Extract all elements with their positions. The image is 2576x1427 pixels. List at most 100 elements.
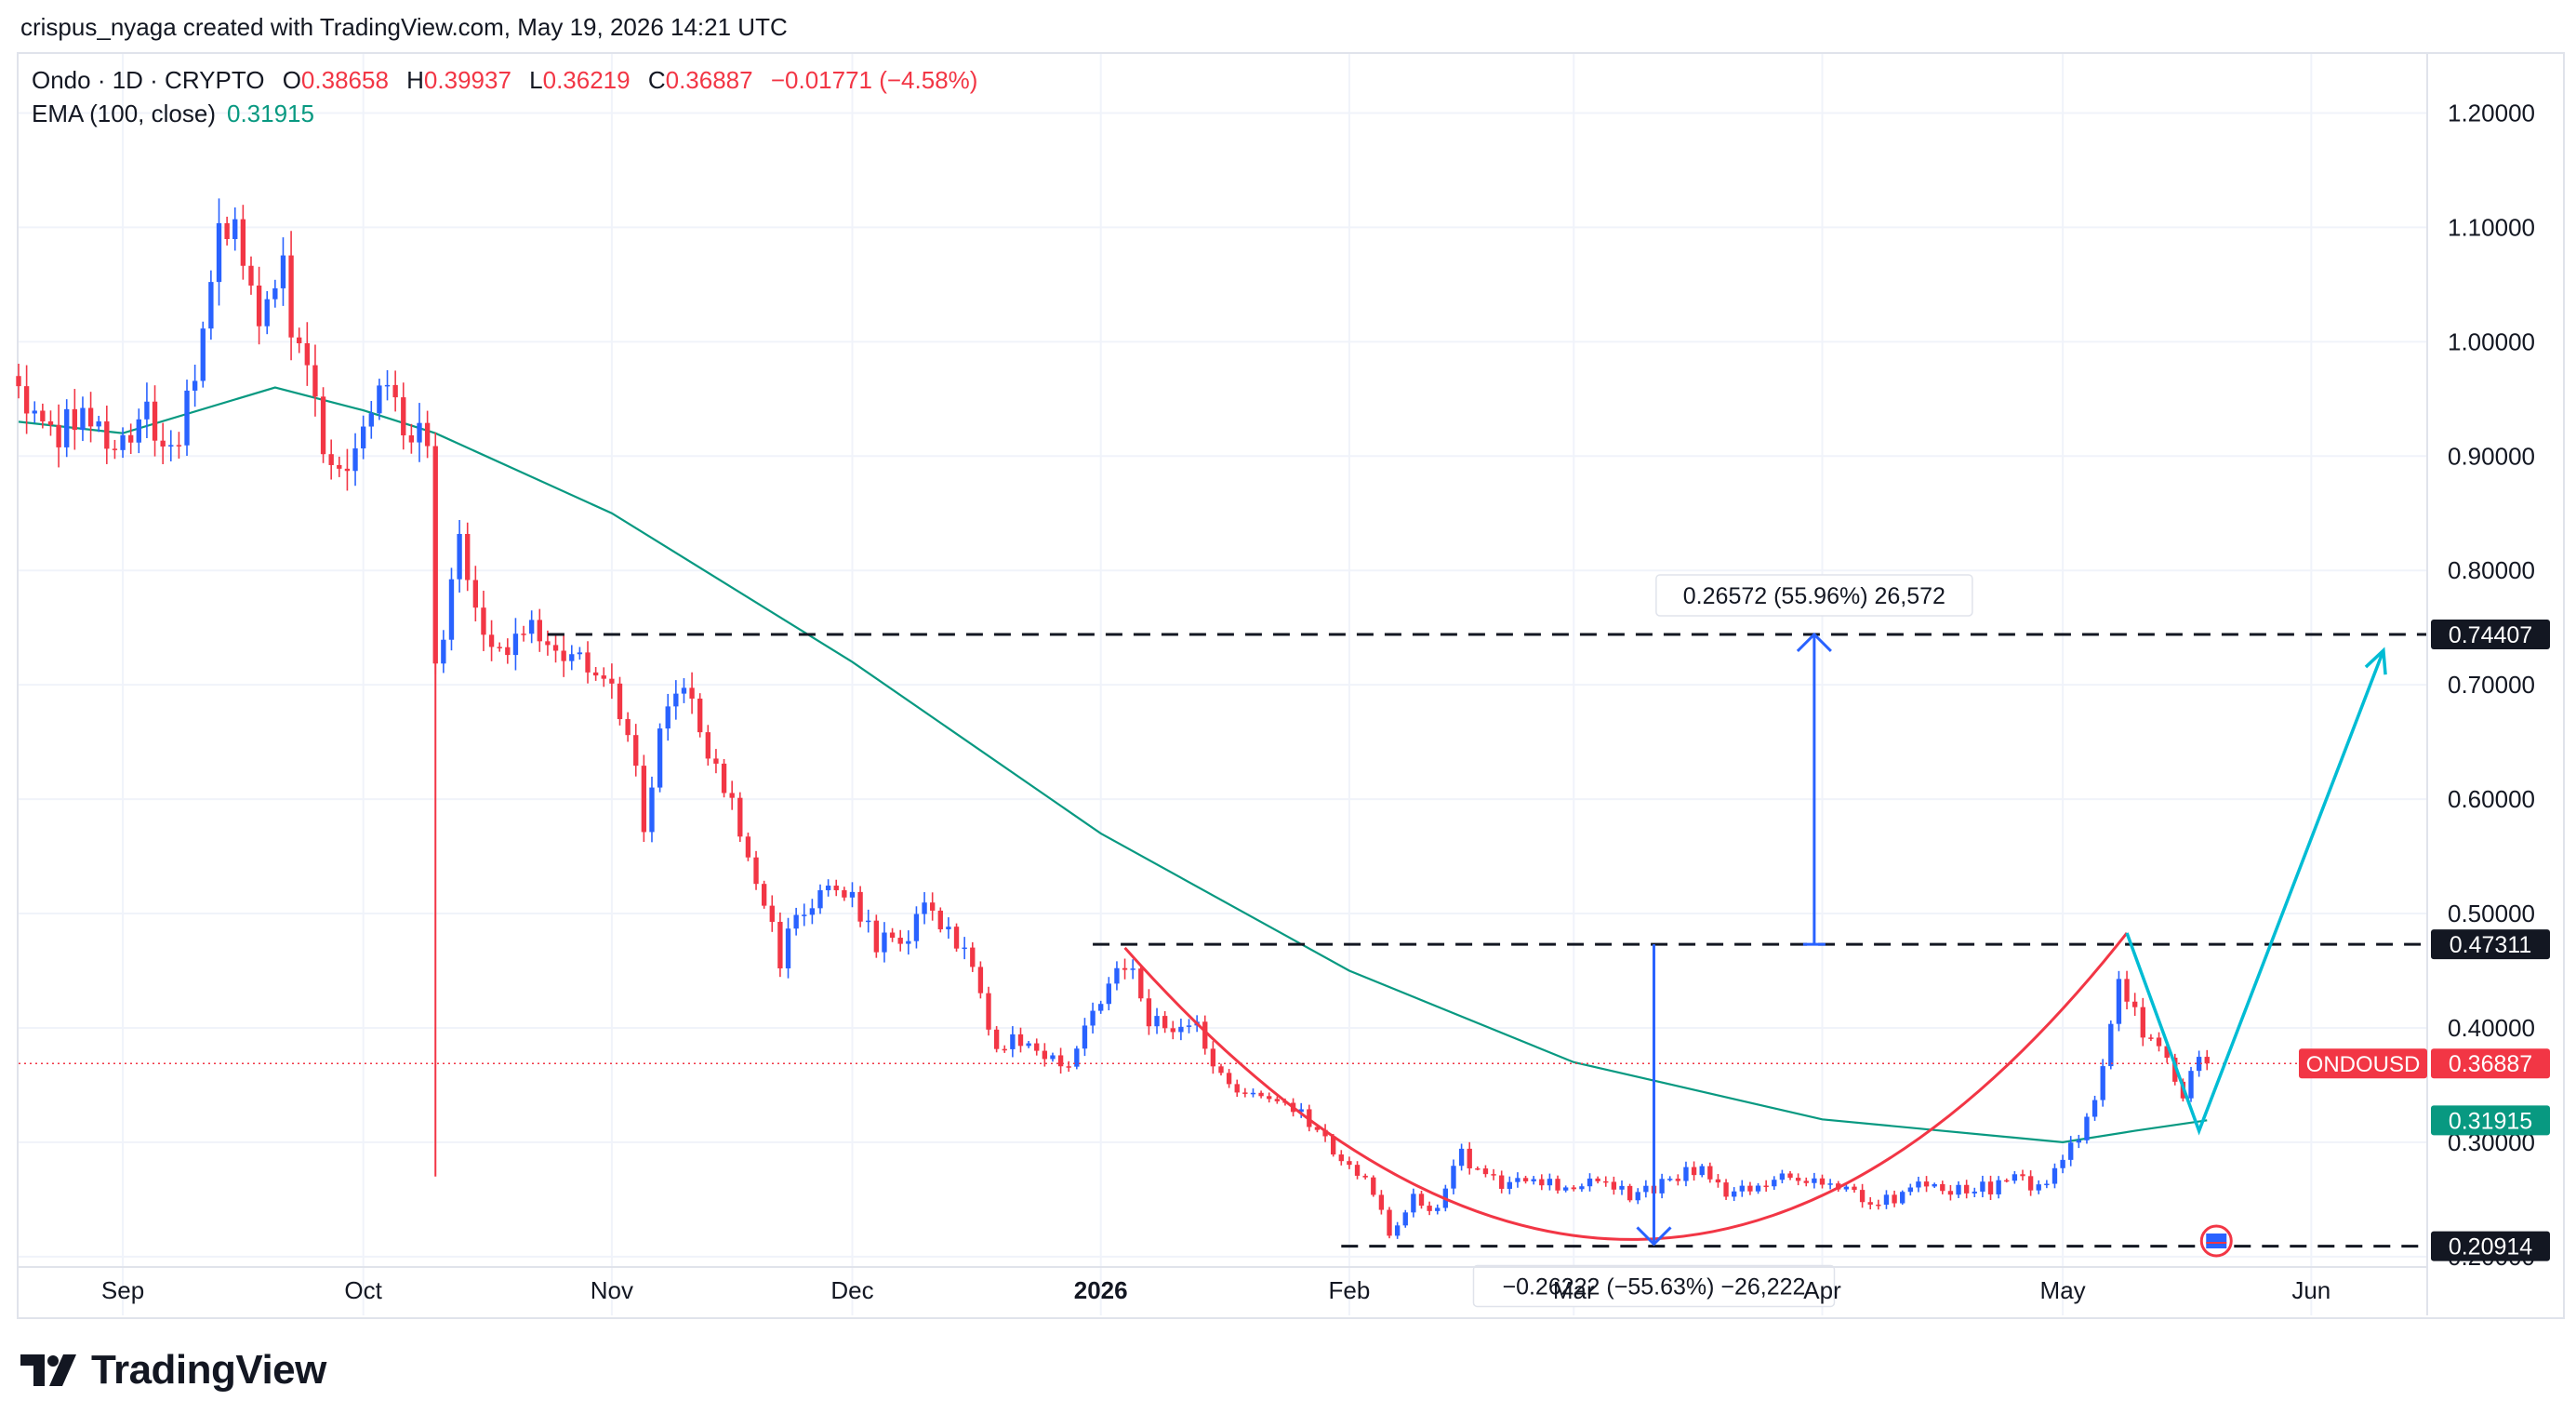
tradingview-logo-icon <box>20 1354 76 1386</box>
change-value: −0.01771 (−4.58%) <box>770 66 978 94</box>
candle-body <box>1250 1092 1256 1095</box>
cup-curve <box>1123 931 2129 1241</box>
candle-body <box>761 884 767 906</box>
candle-body <box>1947 1191 1954 1195</box>
price-label-text: 0.36887 <box>2449 1051 2532 1077</box>
candle-body <box>913 914 920 941</box>
ema-label: EMA (100, close) <box>32 100 216 127</box>
candle-body <box>1371 1177 1376 1195</box>
candle-body <box>1387 1209 1392 1236</box>
candle-body <box>160 440 166 447</box>
candle-body <box>1883 1194 1890 1206</box>
candle-body <box>1867 1202 1873 1205</box>
candle-body <box>2140 1007 2145 1038</box>
candle-body <box>1772 1180 1777 1187</box>
candle-body <box>472 580 479 608</box>
candle-body <box>96 421 101 427</box>
candle-body <box>849 891 856 898</box>
candle-body <box>1619 1185 1625 1190</box>
candle-body <box>2188 1071 2194 1099</box>
level-price-box <box>2431 619 2550 649</box>
candle-body <box>1186 1025 1192 1027</box>
candle-body <box>216 222 222 283</box>
candle-body <box>168 445 174 447</box>
candle-body <box>1723 1182 1729 1197</box>
projection-path <box>2125 649 2385 1136</box>
candle-body <box>2116 979 2122 1024</box>
candle-body <box>993 1029 1000 1049</box>
candle-body <box>737 797 743 837</box>
candle-body <box>1819 1178 1826 1185</box>
candle-body <box>962 947 967 950</box>
candle-body <box>1338 1154 1344 1162</box>
candle-body <box>1547 1179 1553 1186</box>
candle-body <box>1755 1185 1761 1192</box>
candle-body <box>1234 1084 1240 1093</box>
candle-body <box>1779 1173 1786 1180</box>
candle-body <box>56 424 61 447</box>
candle-body <box>825 886 831 891</box>
candle-body <box>488 634 495 647</box>
candle-body <box>1595 1178 1600 1181</box>
price-label-box <box>2431 1105 2550 1136</box>
event-flag-canton <box>2206 1234 2227 1248</box>
close-label: C <box>647 66 666 94</box>
candle-body <box>1378 1194 1385 1210</box>
tradingview-brand[interactable]: TradingView <box>20 1347 326 1394</box>
candle-body <box>873 920 880 953</box>
candle-body <box>465 533 471 580</box>
symbol-tag-label: ONDOUSD <box>2306 1052 2421 1077</box>
candle-body <box>1843 1186 1850 1190</box>
candle-body <box>1562 1187 1569 1191</box>
candle-body <box>2108 1023 2114 1067</box>
candle-body <box>897 938 903 944</box>
candle-body <box>721 763 727 794</box>
candle-body <box>1114 967 1120 984</box>
candle-body <box>641 766 647 833</box>
candle-body <box>1707 1166 1713 1180</box>
candle-body <box>512 633 519 656</box>
x-tick-label: Sep <box>101 1276 144 1304</box>
candle-body <box>304 343 310 366</box>
measure-label-text: −0.26222 (−55.63%) −26,222 <box>1502 1274 1805 1300</box>
candle-body <box>1130 968 1135 970</box>
candle-body <box>16 376 21 387</box>
candle-body <box>657 728 663 788</box>
candle-body <box>1138 968 1144 999</box>
candle-body <box>128 434 134 443</box>
grid-lines <box>19 54 2427 1315</box>
candle-body <box>208 282 214 329</box>
candle-body <box>1098 1004 1104 1011</box>
candle-body <box>297 337 302 344</box>
candle-body <box>23 386 30 414</box>
candle-body <box>1795 1178 1801 1181</box>
ema-100-line <box>18 386 2208 1143</box>
candle-body <box>1940 1183 1945 1192</box>
candle-body <box>2044 1183 2050 1186</box>
candle-body <box>377 385 382 414</box>
candle-body <box>970 947 976 967</box>
candle-body <box>1362 1175 1368 1178</box>
candle-body <box>384 384 391 387</box>
candle-body <box>32 410 37 414</box>
y-tick-label: 1.00000 <box>2448 327 2535 355</box>
candle-body <box>417 422 422 443</box>
candle-body <box>1916 1181 1921 1188</box>
candle-body <box>769 905 775 922</box>
candle-body <box>937 910 943 929</box>
candle-body <box>2148 1037 2154 1039</box>
candle-body <box>1475 1167 1481 1170</box>
candle-body <box>337 464 342 469</box>
candle-body <box>1146 998 1152 1027</box>
candle-body <box>986 993 991 1030</box>
candle-body <box>80 407 86 431</box>
candle-body <box>889 932 896 939</box>
candle-body <box>1635 1192 1640 1201</box>
candle-body <box>521 633 526 635</box>
ema-value: 0.31915 <box>226 100 314 127</box>
candle-body <box>1162 1016 1168 1029</box>
candle-body <box>1555 1179 1560 1191</box>
candle-body <box>1539 1179 1545 1186</box>
candle-body <box>72 408 78 431</box>
